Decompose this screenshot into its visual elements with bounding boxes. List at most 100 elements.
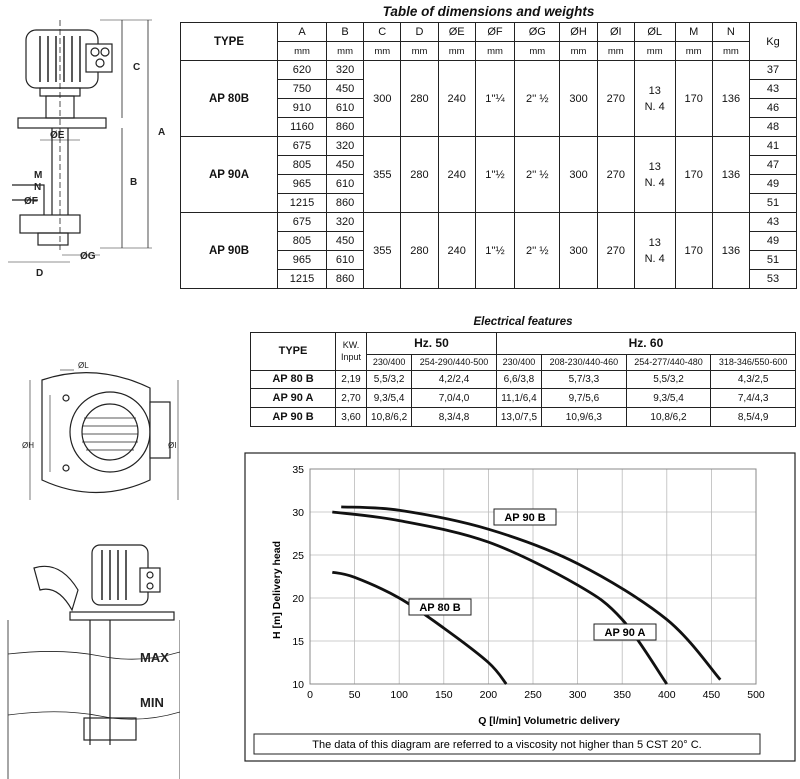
elec-current: 10,9/6,3: [541, 407, 627, 427]
elec-type-header: TYPE: [250, 332, 336, 371]
hz60-header: Hz. 60: [495, 332, 797, 355]
elec-kw: 3,60: [335, 407, 367, 427]
dim-d: 280: [400, 136, 439, 213]
dim-header-8: ØH: [559, 22, 598, 42]
elec-kw-header-2: Input: [340, 352, 362, 363]
dim-unit: mm: [437, 41, 476, 61]
dim-type: AP 90A: [180, 136, 278, 213]
dim-b: 860: [325, 117, 365, 137]
x-tick-label: 50: [349, 689, 361, 701]
dim-e: 240: [437, 136, 476, 213]
dim-h: 300: [559, 60, 598, 137]
dim-a: 805: [277, 155, 327, 175]
elec-current: 10,8/6,2: [365, 407, 413, 427]
series-label-box: [408, 598, 472, 616]
dim-unit: mm: [711, 41, 751, 61]
dim-kg: 43: [749, 212, 797, 232]
label-m: M: [34, 170, 42, 181]
y-tick-label: 10: [292, 679, 304, 691]
series-label: AP 90 A: [605, 627, 646, 639]
y-tick-label: 30: [292, 507, 304, 519]
elec-type: AP 90 A: [250, 388, 336, 409]
dim-kg: 51: [749, 193, 797, 213]
dim-c: 300: [363, 60, 402, 137]
label-b: B: [130, 177, 137, 188]
elec-current: 10,8/6,2: [625, 407, 712, 427]
dim-g: 2'' ½: [514, 60, 561, 137]
table-row: AP 90 B 3,60 10,8/6,2 8,3/4,8 13,0/7,5 10,9/6…: [250, 407, 796, 427]
dim-a: 910: [277, 98, 327, 118]
elec-current: 6,6/3,8: [495, 369, 543, 390]
label-g: ØG: [80, 251, 96, 262]
series-line-ap-90-b: [341, 505, 722, 681]
dim-b: 320: [325, 136, 365, 156]
elec-current: 8,3/4,8: [411, 407, 497, 427]
dim-f: 1''½: [474, 212, 516, 289]
dim-a: 965: [277, 174, 327, 194]
dim-header-type: TYPE: [180, 22, 278, 61]
dim-b: 860: [325, 269, 365, 289]
dim-i: 270: [596, 60, 635, 137]
x-tick-label: 0: [307, 689, 313, 701]
dim-kg: 53: [749, 269, 797, 289]
elec-kw: 2,19: [335, 369, 367, 390]
dim-header-1: A: [277, 22, 327, 42]
technical-drawings: C A B ØE M N ØF ØG D ØL ØH ØI: [7, 19, 180, 779]
dim-header-12: N: [711, 22, 751, 42]
dim-header-5: ØE: [437, 22, 476, 42]
dim-unit: mm: [674, 41, 713, 61]
elec-type: AP 80 B: [250, 369, 336, 390]
x-axis-label: Q [l/min] Volumetric delivery: [478, 715, 620, 727]
voltage-header: 230/400: [495, 353, 543, 371]
table-row: AP 80 B 2,19 5,5/3,2 4,2/2,4 6,6/3,8 5,7/3,3 5…: [250, 369, 796, 390]
dim-kg: 47: [749, 155, 797, 175]
dim-m: 170: [674, 136, 713, 213]
dim-unit: mm: [400, 41, 439, 61]
dim-h: 300: [559, 212, 598, 289]
dim-unit: mm: [514, 41, 561, 61]
dim-c: 355: [363, 136, 402, 213]
dim-type: AP 90B: [180, 212, 278, 289]
dim-b: 450: [325, 155, 365, 175]
label-c: C: [133, 62, 140, 73]
pump-top-view: [29, 369, 179, 500]
viscosity-note-box: [253, 733, 761, 755]
series-label: AP 90 B: [504, 512, 545, 524]
dim-f: 1''¼: [474, 60, 516, 137]
elec-current: 8,5/4,9: [710, 407, 796, 427]
elec-kw: 2,70: [335, 388, 367, 409]
elec-current: 9,3/5,4: [625, 388, 712, 409]
dim-a: 1160: [277, 117, 327, 137]
y-axis-label: H [m] Delivery head: [271, 541, 283, 639]
top-view-labels: ØL ØH ØI: [22, 361, 176, 450]
dim-h: 300: [559, 136, 598, 213]
dim-header-10: ØL: [633, 22, 676, 42]
dim-b: 450: [325, 79, 365, 99]
x-tick-label: 200: [480, 689, 498, 701]
y-tick-label: 20: [292, 593, 304, 605]
label-f: ØF: [24, 196, 38, 207]
electrical-title: Electrical features: [473, 316, 573, 328]
viscosity-note: The data of this diagram are referred to…: [312, 739, 701, 751]
dim-kg: 37: [749, 60, 797, 80]
dim-n: 136: [711, 212, 751, 289]
dim-a: 965: [277, 250, 327, 270]
voltage-header: 208-230/440-460: [541, 353, 627, 371]
table-row: 910 610 46: [181, 98, 797, 118]
dim-l-size: 13: [648, 236, 661, 249]
voltage-header: 254-290/440-500: [411, 353, 497, 371]
dim-a: 675: [277, 136, 327, 156]
dim-b: 610: [325, 98, 365, 118]
dim-l: 13 N. 4: [633, 60, 676, 137]
chart-ticks: 0 50 100 150 200 250 300 350 400 450 500 10 15 20 25 30…: [292, 464, 765, 701]
series-label-box: [593, 623, 657, 641]
voltage-header: 230/400: [365, 353, 413, 371]
x-tick-label: 350: [613, 689, 631, 701]
dim-unit: mm: [559, 41, 598, 61]
table-row: AP 90 A 2,70 9,3/5,4 7,0/4,0 11,1/6,4 9,7/5,6…: [250, 388, 796, 409]
x-tick-label: 150: [435, 689, 453, 701]
x-tick-label: 300: [569, 689, 587, 701]
dim-header-9: ØI: [596, 22, 635, 42]
dim-d: 280: [400, 212, 439, 289]
y-tick-label: 15: [292, 636, 304, 648]
